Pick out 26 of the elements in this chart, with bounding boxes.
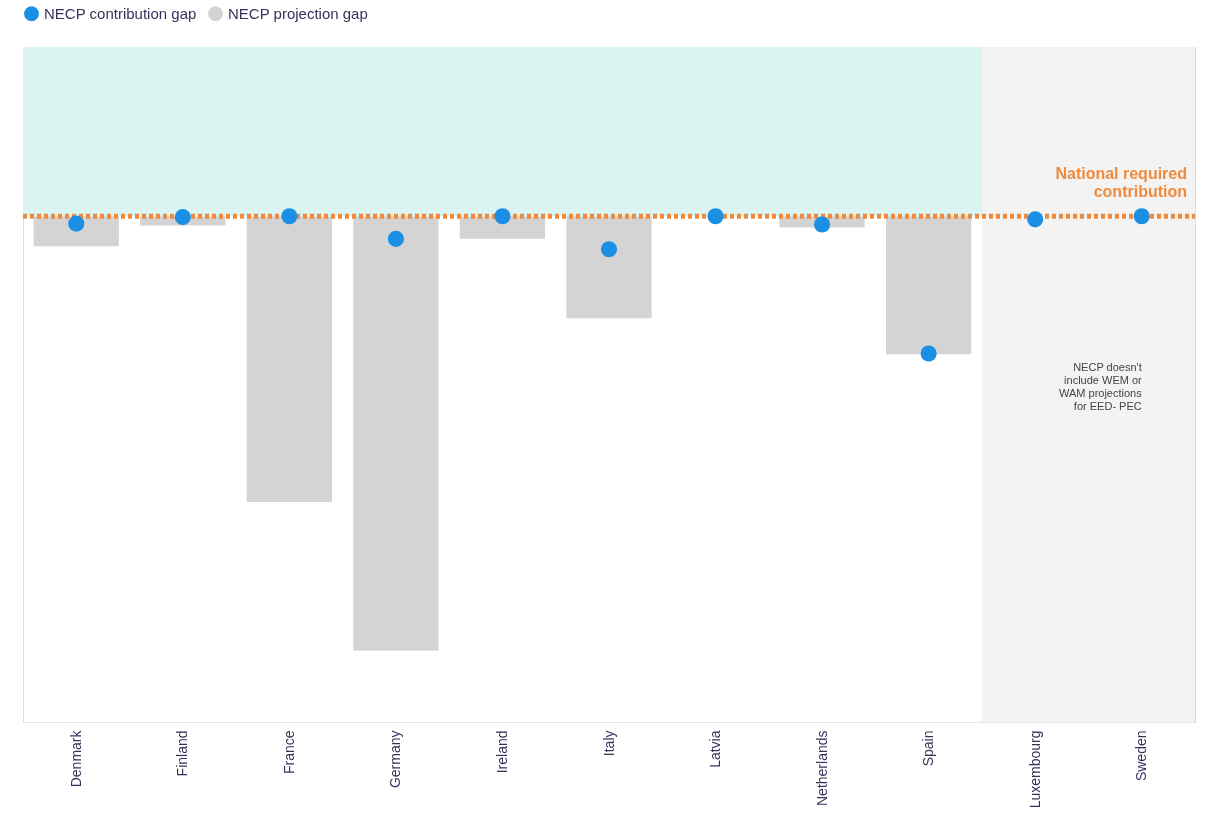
x-tick-label: Finland (174, 730, 191, 777)
x-tick-label: Latvia (707, 730, 724, 768)
legend-label: NECP projection gap (228, 4, 368, 22)
band-label: NECP doesn't include WEM or WAM projections for EED- PEC (1058, 361, 1143, 412)
x-tick-label: Germany (387, 730, 404, 789)
point (600, 241, 618, 258)
x-tick-label: Spain (920, 730, 937, 767)
x-tick-label: France (280, 730, 297, 775)
point (494, 208, 511, 225)
x-tick-label: Luxembourg (1026, 730, 1043, 809)
point (281, 208, 298, 225)
point (387, 230, 404, 247)
x-tick-label: Sweden (1133, 730, 1150, 782)
x-tick-label: Ireland (493, 730, 510, 774)
x-tick-label: Italy (600, 730, 617, 757)
x-tick-label: Netherlands (813, 730, 830, 806)
point (68, 215, 85, 232)
point (707, 208, 724, 225)
ref-line-label: National required contribution (1055, 165, 1187, 201)
point (920, 345, 937, 362)
point (814, 216, 831, 233)
point (174, 209, 191, 226)
legend-label: NECP contribution gap (44, 4, 197, 22)
x-tick-label: Denmark (67, 729, 84, 788)
point (1133, 208, 1150, 225)
point (1027, 211, 1044, 228)
